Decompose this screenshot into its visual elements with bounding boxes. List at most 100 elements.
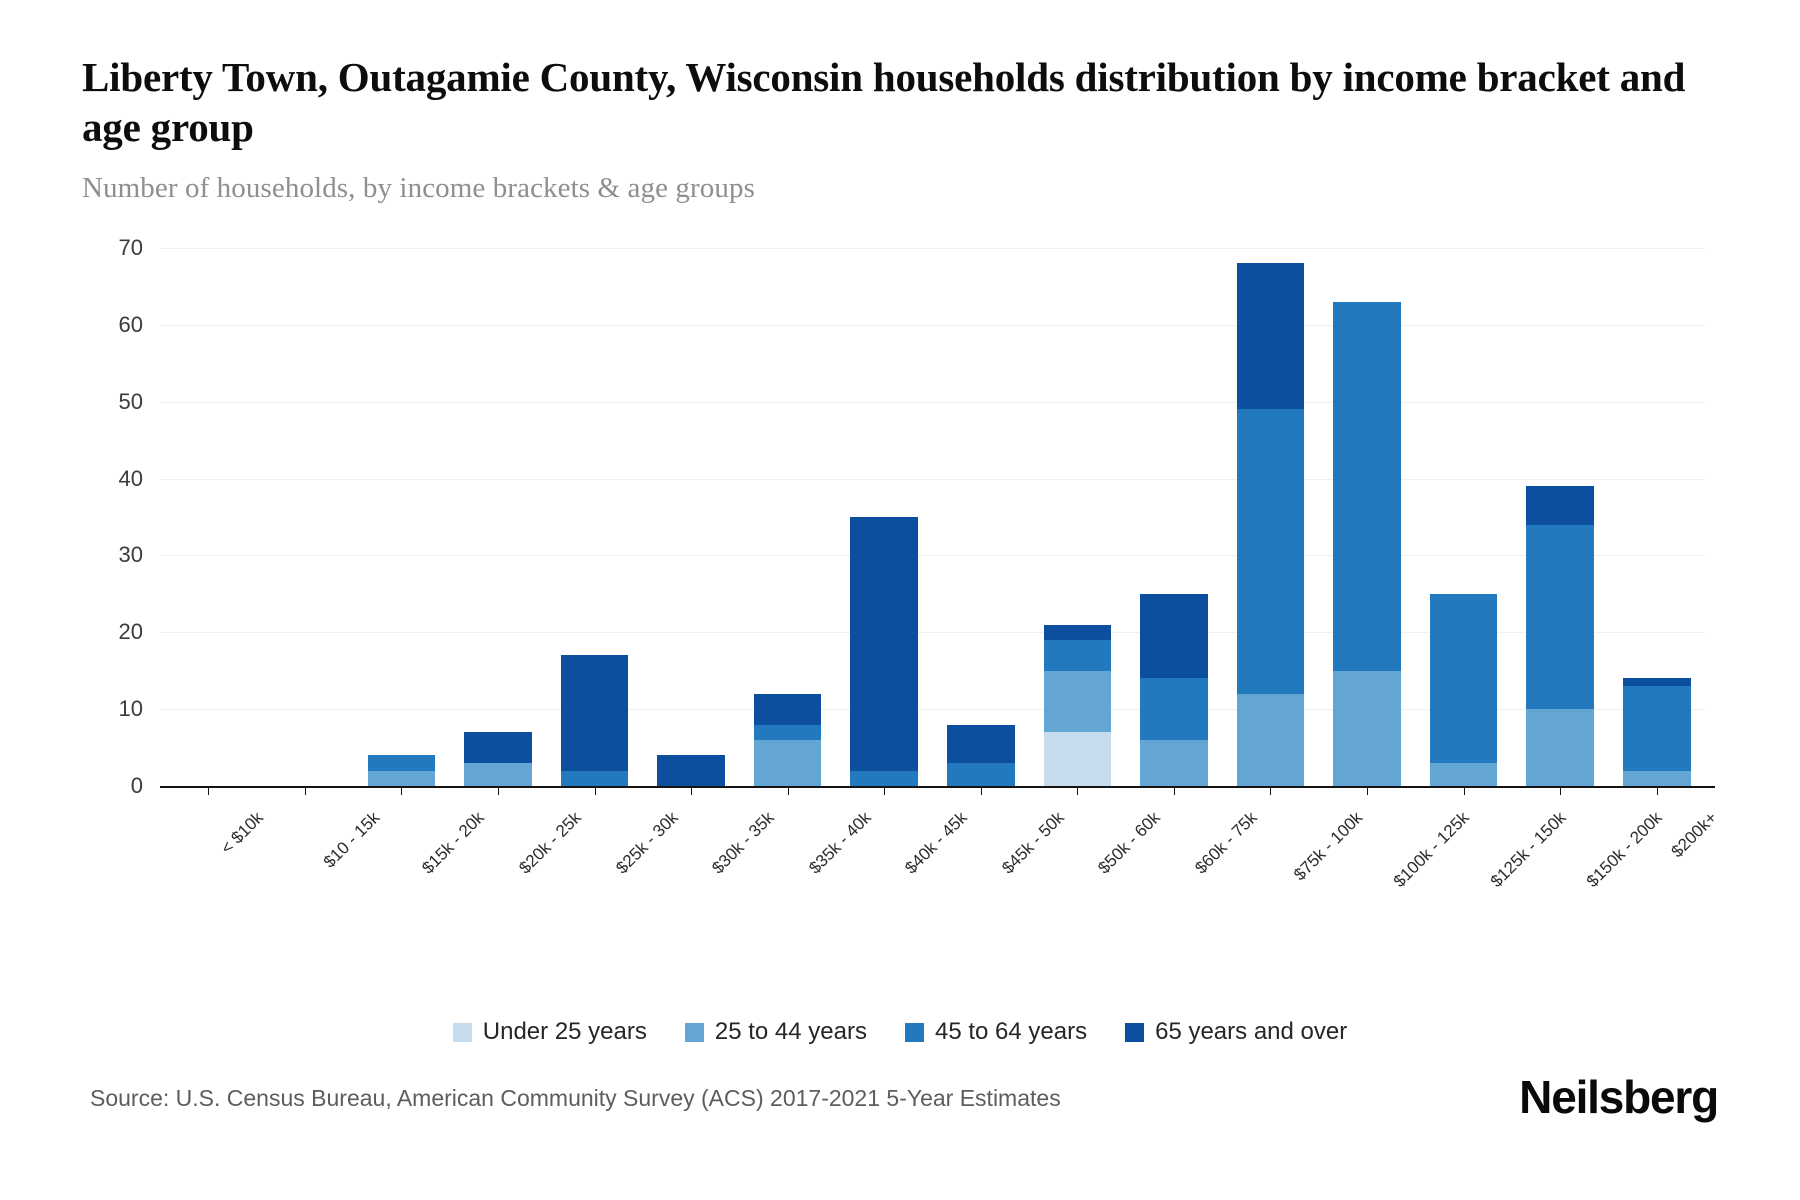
legend-swatch-icon	[684, 1022, 704, 1042]
x-axis-tick-label: $25k - 30k	[611, 808, 682, 878]
bar-segment[interactable]	[1333, 301, 1401, 671]
y-axis-tick-label: 10	[118, 696, 143, 722]
x-axis-tick	[691, 786, 693, 795]
gridline	[160, 324, 1705, 326]
y-axis-tick-label: 30	[118, 542, 143, 568]
x-axis-tick-label: $150k - 200k	[1582, 808, 1666, 891]
x-axis-tick-label: $40k - 45k	[901, 808, 972, 878]
bar-segment[interactable]	[1140, 739, 1208, 786]
bar-column[interactable]	[657, 755, 725, 786]
x-axis-tick-label: $50k - 60k	[1094, 808, 1165, 878]
bar-segment[interactable]	[1236, 263, 1305, 410]
legend-item[interactable]: Under 25 years	[452, 1018, 647, 1046]
x-axis-tick	[1656, 786, 1658, 795]
bar-segment[interactable]	[1526, 524, 1594, 710]
bar-segment[interactable]	[1526, 709, 1594, 786]
bar-column[interactable]	[1140, 593, 1208, 786]
bar-segment[interactable]	[1622, 678, 1691, 687]
page-title: Liberty Town, Outagamie County, Wisconsi…	[82, 54, 1686, 151]
bar-segment[interactable]	[850, 770, 919, 786]
bar-segment[interactable]	[753, 724, 822, 740]
x-axis-tick-label: $30k - 35k	[708, 808, 778, 878]
bar-segment[interactable]	[1429, 762, 1498, 786]
y-axis-tick-label: 20	[118, 619, 143, 645]
bar-segment[interactable]	[1236, 693, 1305, 786]
gridline	[160, 248, 1705, 249]
bar-segment[interactable]	[1622, 686, 1691, 771]
legend-label: 25 to 44 years	[714, 1018, 867, 1045]
x-axis-tick	[304, 786, 306, 795]
bar-column[interactable]	[367, 755, 436, 786]
x-axis-tick-label: < $10k	[217, 808, 268, 858]
x-axis-tick	[497, 786, 499, 795]
bar-segment[interactable]	[1043, 670, 1112, 733]
bar-segment[interactable]	[1043, 624, 1112, 640]
bar-segment[interactable]	[753, 739, 822, 786]
bar-column[interactable]	[560, 655, 629, 786]
bar-column[interactable]	[1429, 593, 1498, 786]
x-axis-tick	[208, 786, 210, 795]
bar-segment[interactable]	[560, 770, 629, 786]
bar-segment[interactable]	[1333, 670, 1401, 786]
bar-column[interactable]	[1526, 486, 1594, 786]
bar-column[interactable]	[1622, 678, 1691, 786]
legend-item[interactable]: 45 to 64 years	[904, 1018, 1088, 1046]
y-axis-tick-label: 60	[118, 311, 143, 337]
bar-segment[interactable]	[1043, 732, 1112, 786]
bar-segment[interactable]	[1622, 770, 1691, 786]
bar-segment[interactable]	[367, 755, 436, 771]
chart-legend: Under 25 years 25 to 44 years 45 to 64 yea…	[0, 1018, 1800, 1046]
bar-segment[interactable]	[1140, 678, 1208, 740]
legend-label: 65 years and over	[1155, 1018, 1348, 1045]
bar-segment[interactable]	[850, 517, 919, 771]
x-axis-tick-label: $125k - 150k	[1486, 808, 1570, 891]
gridline	[160, 709, 1705, 711]
bar-column[interactable]	[753, 693, 822, 786]
x-axis-tick-label: $20k - 25k	[515, 808, 585, 878]
legend-item[interactable]: 65 years and over	[1125, 1018, 1347, 1046]
bar-column[interactable]	[1236, 263, 1305, 786]
bar-segment[interactable]	[1526, 486, 1594, 525]
legend-swatch-icon	[452, 1022, 472, 1042]
gridline	[160, 401, 1705, 403]
bar-segment[interactable]	[1429, 593, 1498, 763]
gridline	[160, 632, 1705, 634]
x-axis-tick-label: $10 - 15k	[319, 808, 384, 872]
bar-series-layer	[160, 248, 1705, 786]
x-axis-tick-label: $100k - 125k	[1389, 808, 1473, 891]
bar-column[interactable]	[946, 724, 1015, 786]
y-axis-tick-label: 40	[118, 465, 143, 491]
legend-swatch-icon	[1125, 1022, 1145, 1042]
bar-segment[interactable]	[560, 655, 629, 771]
y-axis-tick-label: 50	[118, 388, 143, 414]
legend-swatch-icon	[904, 1022, 924, 1042]
bar-segment[interactable]	[946, 762, 1015, 786]
bar-segment[interactable]	[367, 770, 436, 786]
bar-segment[interactable]	[1236, 409, 1305, 694]
bar-segment[interactable]	[1043, 639, 1112, 671]
bar-segment[interactable]	[753, 693, 822, 725]
plot-area: 0 10 20 30 40 50 60 70	[119, 235, 1705, 798]
bar-segment[interactable]	[464, 732, 532, 763]
x-axis-tick-label: $75k - 100k	[1290, 808, 1367, 885]
gridline	[160, 555, 1705, 557]
legend-label: 45 to 64 years	[934, 1018, 1088, 1045]
x-axis-line	[160, 786, 1715, 788]
x-axis-tick-label: $200k+	[1667, 808, 1721, 862]
source-note: Source: U.S. Census Bureau, American Com…	[90, 1085, 1061, 1111]
legend-item[interactable]: 25 to 44 years	[684, 1018, 867, 1046]
bar-column[interactable]	[464, 732, 532, 786]
bar-column[interactable]	[850, 517, 919, 786]
x-axis-tick	[787, 786, 789, 795]
bar-segment[interactable]	[464, 762, 532, 786]
bar-segment[interactable]	[657, 755, 725, 786]
x-axis-tick	[1173, 786, 1175, 795]
bar-segment[interactable]	[1140, 593, 1208, 679]
bar-segment[interactable]	[946, 724, 1015, 763]
bar-column[interactable]	[1043, 624, 1112, 786]
x-axis-tick	[401, 786, 403, 795]
x-axis-tick-label: $60k - 75k	[1191, 808, 1261, 878]
bar-column[interactable]	[1333, 301, 1401, 786]
y-axis-tick-label: 0	[130, 773, 143, 798]
